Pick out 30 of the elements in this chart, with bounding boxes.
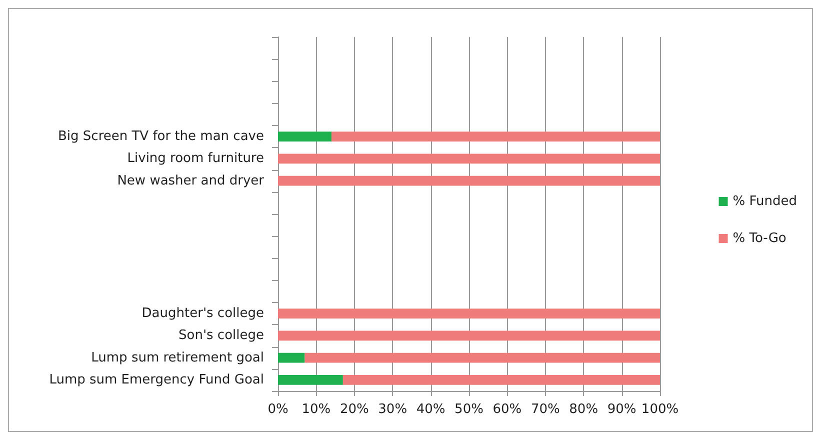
x-tick-label: 40% [416, 402, 446, 417]
y-tick-label: Living room furniture [127, 151, 264, 166]
y-tick-label: Big Screen TV for the man cave [58, 129, 264, 144]
bar [304, 352, 660, 363]
y-tick-label: Lump sum Emergency Fund Goal [49, 372, 264, 388]
x-tick-label: 100% [641, 402, 679, 417]
x-tick-label: 90% [607, 402, 636, 417]
bar [278, 330, 660, 341]
x-tick-label: 80% [569, 402, 598, 417]
x-tick-label: 10% [302, 402, 331, 417]
bar [278, 308, 660, 319]
x-tick-label: 50% [454, 402, 484, 417]
bar [278, 352, 305, 363]
bar [278, 154, 660, 164]
legend-label: % Funded [732, 194, 798, 209]
x-tick-label: 60% [492, 402, 522, 417]
x-tick-label: 30% [378, 402, 408, 417]
y-tick-label: New washer and dryer [117, 173, 265, 188]
y-tick-label: Daughter's college [142, 306, 264, 322]
bar [278, 374, 343, 385]
bar [278, 176, 660, 186]
bar [342, 374, 660, 385]
x-tick-label: 70% [530, 402, 560, 417]
bar [331, 132, 660, 142]
bar [278, 132, 332, 142]
x-tick-label: 0% [268, 402, 288, 417]
y-tick-label: Lump sum retirement goal [91, 350, 264, 366]
y-tick-label: Son's college [178, 328, 264, 344]
legend-label: % To-Go [732, 231, 786, 246]
x-tick-label: 20% [340, 402, 369, 417]
